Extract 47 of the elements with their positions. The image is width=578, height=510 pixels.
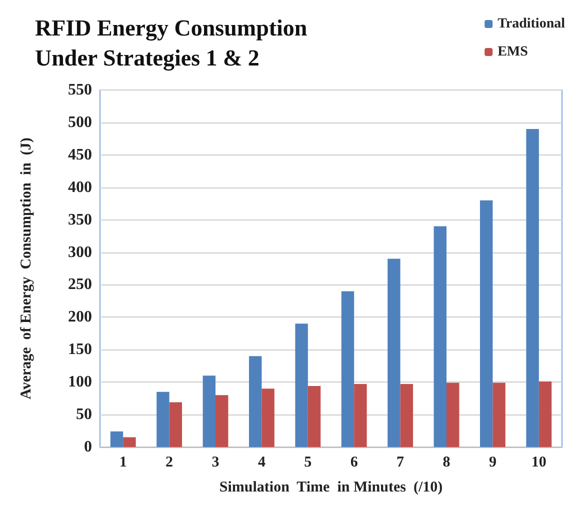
x-tick-label: 2 bbox=[166, 454, 174, 470]
x-tick-label: 5 bbox=[304, 454, 312, 470]
bar bbox=[262, 388, 274, 447]
y-tick-label: 150 bbox=[68, 341, 92, 358]
y-tick-label: 450 bbox=[68, 146, 92, 164]
legend-label: Traditional bbox=[498, 16, 566, 32]
bar bbox=[354, 384, 367, 447]
bar bbox=[169, 402, 182, 447]
bar bbox=[156, 392, 170, 447]
legend-label: EMS bbox=[498, 44, 528, 60]
x-tick-label: 10 bbox=[531, 454, 546, 470]
bar bbox=[400, 384, 414, 447]
y-tick-label: 550 bbox=[68, 82, 92, 98]
y-tick-label: 400 bbox=[68, 178, 92, 196]
bar bbox=[526, 128, 539, 447]
bar bbox=[216, 395, 228, 447]
x-tick-label: 1 bbox=[119, 454, 127, 470]
chart-title: RFID Energy Consumption Under Strategies 1 & 2 bbox=[35, 16, 308, 72]
bar bbox=[492, 382, 506, 447]
y-tick-label: 500 bbox=[68, 114, 92, 131]
bar bbox=[434, 226, 446, 447]
x-axis-title: Simulation Time in Minutes (/10) bbox=[219, 480, 443, 496]
y-tick-label: 300 bbox=[68, 244, 92, 261]
x-tick-label: 3 bbox=[212, 454, 220, 470]
x-tick-label: 4 bbox=[258, 454, 266, 470]
y-tick-label: 250 bbox=[68, 276, 92, 294]
bar bbox=[308, 386, 321, 447]
y-tick-label: 200 bbox=[68, 308, 92, 326]
y-tick-label: 0 bbox=[84, 438, 92, 456]
bar bbox=[480, 200, 493, 447]
bar bbox=[248, 356, 262, 447]
bar bbox=[341, 291, 354, 447]
bar bbox=[388, 258, 400, 447]
x-tick-label: 6 bbox=[350, 454, 358, 470]
bar bbox=[446, 382, 460, 447]
y-axis-title: Average of Energy Consumption in (J) bbox=[18, 138, 34, 400]
bar bbox=[123, 437, 136, 447]
bar bbox=[202, 376, 216, 447]
x-tick-label: 8 bbox=[442, 454, 450, 470]
bar bbox=[110, 431, 124, 447]
y-tick-label: 100 bbox=[68, 374, 92, 391]
bar bbox=[538, 381, 552, 447]
bar bbox=[295, 324, 308, 447]
x-tick-label: 9 bbox=[488, 454, 496, 470]
y-tick-label: 50 bbox=[76, 406, 92, 424]
y-tick-label: 350 bbox=[68, 211, 92, 228]
x-tick-label: 7 bbox=[396, 454, 405, 470]
